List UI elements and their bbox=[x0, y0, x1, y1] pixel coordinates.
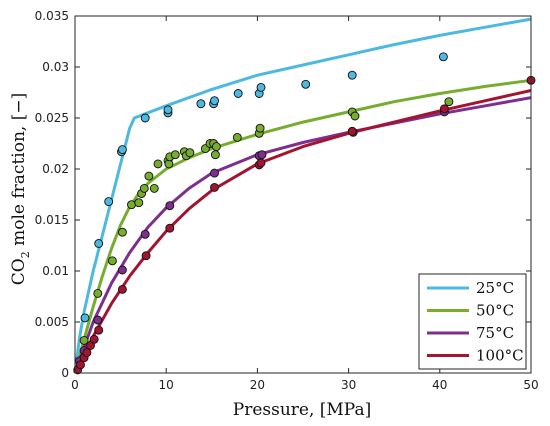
series-curve bbox=[73, 96, 532, 374]
series-curve bbox=[73, 89, 532, 374]
legend-label: 75°C bbox=[476, 324, 514, 342]
y-tick-label: 0.03 bbox=[42, 60, 69, 74]
data-point bbox=[256, 82, 266, 92]
data-point bbox=[117, 227, 127, 237]
legend-entry: 25°C bbox=[427, 279, 514, 297]
legend-entry: 50°C bbox=[427, 302, 514, 320]
data-point bbox=[144, 171, 154, 181]
y-tick-label: 0.015 bbox=[35, 213, 69, 227]
x-tick-label: 50 bbox=[523, 378, 538, 392]
series-4 bbox=[73, 89, 532, 374]
data-point bbox=[185, 148, 195, 158]
data-point bbox=[82, 348, 92, 358]
y-axis-label-subscript: 2 bbox=[19, 251, 32, 258]
axes: 0 10 20 30 40 50 0 0.005 0.01 0.015 0.02 0.025 0.03 0… bbox=[35, 9, 539, 392]
data-point bbox=[301, 79, 311, 89]
y-tick-label: 0.02 bbox=[42, 162, 69, 176]
data-point bbox=[141, 251, 151, 261]
x-tick-label: 10 bbox=[159, 378, 174, 392]
x-tick-label: 40 bbox=[432, 378, 447, 392]
y-tick-label: 0.01 bbox=[42, 264, 69, 278]
data-point bbox=[107, 256, 117, 266]
x-tick-label: 30 bbox=[341, 378, 356, 392]
legend-box bbox=[418, 273, 527, 370]
series-2 bbox=[73, 78, 532, 374]
legend-entry: 75°C bbox=[427, 324, 514, 342]
x-tick-label: 20 bbox=[250, 378, 265, 392]
data-point bbox=[255, 123, 265, 133]
data-point bbox=[438, 52, 448, 62]
data-point bbox=[134, 198, 144, 208]
series-curve bbox=[73, 78, 532, 374]
legend-label: 50°C bbox=[476, 302, 514, 320]
data-point bbox=[163, 105, 173, 115]
data-point bbox=[439, 104, 449, 114]
x-tick-label: 0 bbox=[71, 378, 79, 392]
y-tick-label: 0.005 bbox=[35, 315, 69, 329]
data-point bbox=[350, 111, 360, 121]
legend-entry: 100°C bbox=[427, 347, 524, 365]
data-point bbox=[165, 223, 175, 233]
data-point bbox=[196, 99, 206, 109]
data-point bbox=[79, 335, 89, 345]
data-point bbox=[153, 159, 163, 169]
data-point bbox=[444, 97, 454, 107]
data-point bbox=[117, 145, 127, 155]
data-point bbox=[76, 360, 85, 370]
data-point bbox=[94, 239, 104, 248]
data-point bbox=[170, 150, 180, 160]
data-point bbox=[149, 183, 159, 193]
data-point bbox=[210, 150, 220, 160]
data-point bbox=[210, 96, 219, 106]
series-points-4 bbox=[73, 75, 536, 375]
data-point bbox=[347, 126, 357, 136]
series-1 bbox=[73, 17, 532, 374]
series-layer bbox=[73, 17, 536, 375]
y-tick-label: 0.035 bbox=[35, 9, 69, 23]
data-point bbox=[210, 182, 219, 192]
series-curve bbox=[73, 17, 532, 374]
data-point bbox=[117, 265, 127, 275]
data-point bbox=[94, 325, 104, 335]
data-point bbox=[232, 132, 242, 142]
data-point bbox=[127, 200, 136, 210]
data-point bbox=[104, 197, 114, 207]
data-point bbox=[165, 201, 175, 211]
legend-label: 100°C bbox=[476, 347, 524, 365]
legend: 25°C 50°C 75°C 100°C bbox=[418, 273, 527, 370]
data-point bbox=[80, 313, 90, 323]
data-point bbox=[233, 89, 243, 98]
data-point bbox=[210, 168, 219, 178]
series-3 bbox=[73, 96, 532, 374]
data-point bbox=[93, 315, 103, 325]
y-tick-label: 0.025 bbox=[35, 111, 69, 125]
y-axis-label: CO2 mole fraction, [−] bbox=[9, 93, 32, 285]
data-point bbox=[89, 334, 99, 344]
y-tick-label: 0 bbox=[61, 366, 69, 380]
data-point bbox=[257, 150, 267, 160]
data-point bbox=[117, 284, 127, 294]
data-point bbox=[211, 142, 221, 152]
legend-label: 25°C bbox=[476, 279, 514, 297]
data-point bbox=[139, 183, 149, 193]
data-point bbox=[347, 70, 357, 80]
series-points-1 bbox=[80, 52, 448, 323]
series-points-2 bbox=[79, 97, 454, 345]
data-point bbox=[140, 229, 150, 239]
data-point bbox=[93, 288, 103, 298]
data-point bbox=[256, 158, 266, 168]
x-axis-label: Pressure, [MPa] bbox=[233, 400, 372, 420]
data-point bbox=[140, 113, 150, 123]
axes-frame bbox=[74, 15, 532, 374]
